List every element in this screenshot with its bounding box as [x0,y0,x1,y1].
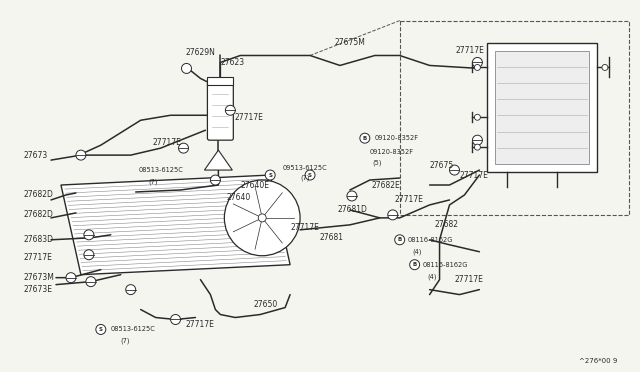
Text: 08513-6125C: 08513-6125C [139,167,184,173]
Polygon shape [61,175,290,275]
Text: 27640: 27640 [227,193,251,202]
Text: 27682D: 27682D [23,190,53,199]
Circle shape [211,175,220,185]
Text: 09120-8352F: 09120-8352F [370,149,414,155]
Circle shape [179,143,189,153]
Text: 09120-8352F: 09120-8352F [375,135,419,141]
Text: (5): (5) [373,160,382,166]
Text: 09513-6125C: 09513-6125C [282,165,327,171]
Text: 27673: 27673 [23,151,47,160]
Text: S: S [268,173,272,177]
Circle shape [472,58,483,67]
Text: ^276*00 9: ^276*00 9 [579,358,618,364]
Text: (7): (7) [148,179,158,185]
Circle shape [182,64,191,73]
Text: 27650: 27650 [253,300,278,309]
Text: 27629N: 27629N [186,48,216,57]
Text: 27683D: 27683D [23,235,53,244]
Circle shape [395,235,404,245]
Circle shape [76,150,86,160]
Circle shape [96,324,106,334]
Circle shape [86,277,96,286]
Text: S: S [308,173,312,177]
Text: (7): (7) [121,337,131,344]
Circle shape [472,135,483,145]
Text: B: B [397,237,402,242]
Circle shape [347,191,357,201]
Text: (4): (4) [428,273,437,280]
Circle shape [410,260,420,270]
Circle shape [171,314,180,324]
Circle shape [258,214,266,222]
Circle shape [125,285,136,295]
Text: 27717E: 27717E [186,320,214,329]
Text: 27717E: 27717E [395,195,424,205]
Circle shape [265,170,275,180]
Circle shape [388,210,397,220]
Text: 27681D: 27681D [338,205,368,214]
Text: 27673E: 27673E [23,285,52,294]
Text: 27682D: 27682D [23,211,53,219]
Text: 08513-6125C: 08513-6125C [111,327,156,333]
Text: 27640E: 27640E [240,180,269,189]
Text: 27682E: 27682E [372,180,401,189]
Circle shape [474,64,481,70]
FancyBboxPatch shape [207,81,234,140]
Circle shape [474,114,481,120]
Text: 27717E: 27717E [234,113,263,122]
Text: 27717E: 27717E [454,275,483,284]
Text: 27717E: 27717E [23,253,52,262]
Text: 27623: 27623 [220,58,244,67]
Circle shape [84,230,94,240]
Circle shape [449,165,460,175]
Circle shape [602,64,608,70]
Text: 27717E: 27717E [290,223,319,232]
Text: 27681: 27681 [320,233,344,242]
Text: 08116-8162G: 08116-8162G [408,237,453,243]
Text: 27673M: 27673M [23,273,54,282]
Text: 27717E: 27717E [152,138,182,147]
Text: 27682: 27682 [435,220,459,230]
Circle shape [66,273,76,283]
Circle shape [225,180,300,256]
Circle shape [225,105,236,115]
Bar [488,42,597,172]
Circle shape [84,250,94,260]
Text: (4): (4) [413,248,422,255]
Text: 27717E: 27717E [456,46,484,55]
Circle shape [474,144,481,150]
Text: B: B [363,136,367,141]
Text: S: S [99,327,103,332]
Bar [207,77,234,86]
Text: B: B [413,262,417,267]
Text: (7): (7) [300,175,310,181]
Text: 08116-8162G: 08116-8162G [422,262,468,268]
Text: 27717E: 27717E [460,170,488,180]
Bar [495,51,589,164]
Text: 27675M: 27675M [335,38,366,47]
Text: 27675: 27675 [429,161,454,170]
Polygon shape [204,150,232,170]
Circle shape [305,170,315,180]
Circle shape [360,133,370,143]
Bar [400,20,629,215]
